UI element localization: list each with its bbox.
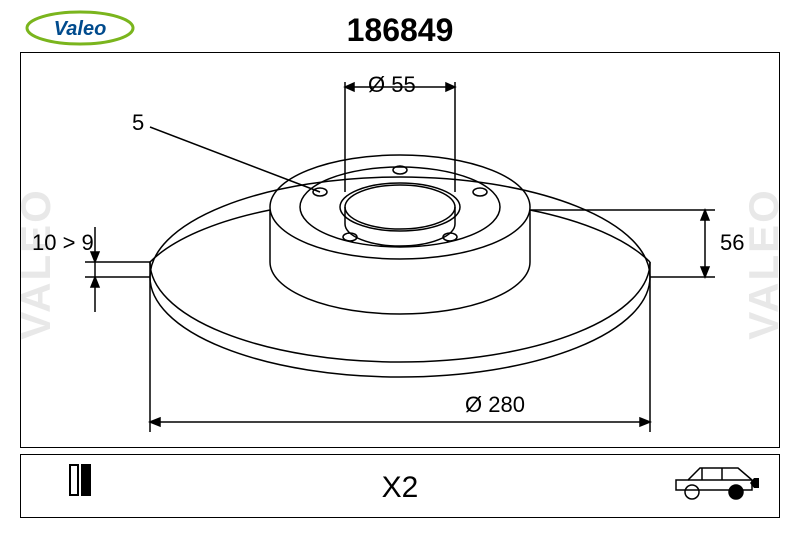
quantity-label: X2 [382,471,419,505]
part-number: 186849 [347,12,454,49]
brake-pad-icon [60,460,100,505]
outer-diameter-label: Ø 280 [465,392,525,418]
height-label: 56 [720,230,744,256]
thickness-label: 10 > 9 [32,230,94,256]
bolt-count-label: 5 [132,110,144,136]
bore-diameter-label: Ø 55 [368,72,416,98]
brand-logo: Valeo [25,10,135,51]
vehicle-position-icon [670,458,760,511]
svg-text:Valeo: Valeo [54,18,107,40]
